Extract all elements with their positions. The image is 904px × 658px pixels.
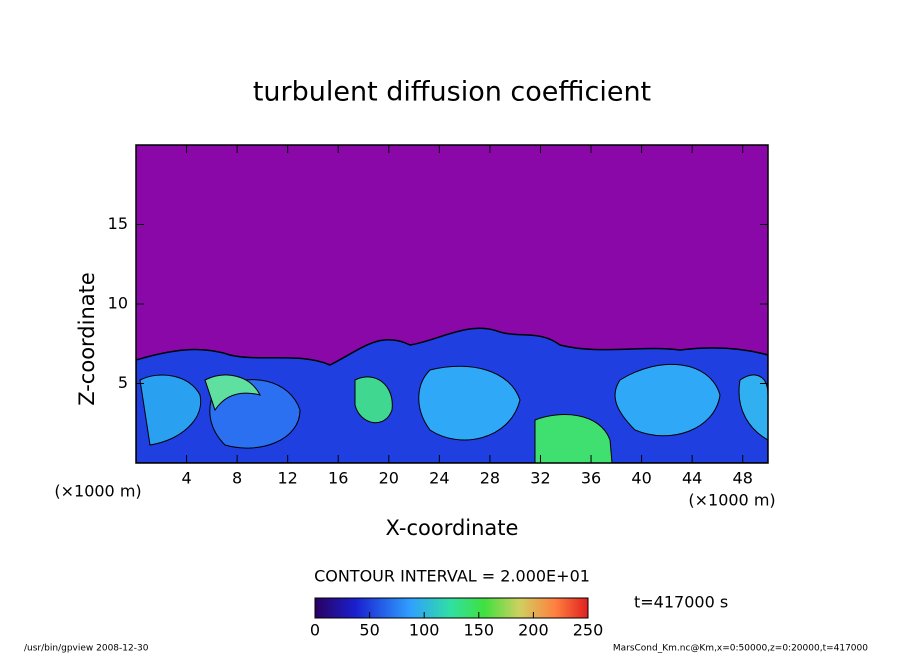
x-tick-label: 44 (682, 469, 702, 488)
y-tick-label: 15 (108, 214, 128, 233)
y-axis-label: Z-coordinate (75, 272, 99, 406)
field-cyan (614, 363, 721, 437)
colorbar-tick-label: 50 (359, 621, 379, 640)
contour-interval: CONTOUR INTERVAL = 2.000E+01 (314, 567, 590, 586)
time-label: t=417000 s (634, 593, 728, 612)
field-green (204, 374, 261, 412)
x-axis-label: X-coordinate (386, 516, 519, 540)
x-tick-label: 4 (181, 469, 191, 488)
x-tick-label: 24 (429, 469, 449, 488)
field-cyan (209, 379, 301, 449)
footer-right: MarsCond_Km.nc@Km,x=0:50000,z=0:20000,t=… (613, 644, 868, 654)
x-tick-label: 36 (581, 469, 601, 488)
x-tick-label: 48 (733, 469, 753, 488)
field-cyan (738, 374, 768, 441)
colorbar-tick-label: 150 (464, 621, 495, 640)
colorbar-tick-label: 0 (310, 621, 320, 640)
contour-field (136, 145, 768, 463)
x-tick-label: 20 (379, 469, 399, 488)
x-unit: (×1000 m) (688, 491, 775, 510)
field-cyan (418, 365, 521, 441)
field-cyan (139, 374, 202, 446)
chart-title: turbulent diffusion coefficient (253, 77, 651, 108)
field-green (534, 414, 613, 463)
colorbar-tick-label: 250 (573, 621, 604, 640)
y-tick-label: 10 (108, 294, 128, 313)
x-tick-label: 28 (480, 469, 500, 488)
y-unit: (×1000 m) (54, 482, 141, 501)
colorbar (314, 597, 589, 619)
x-tick-label: 8 (232, 469, 242, 488)
x-tick-label: 12 (278, 469, 298, 488)
x-tick-label: 40 (631, 469, 651, 488)
colorbar-tick-label: 100 (409, 621, 440, 640)
x-tick-label: 16 (328, 469, 348, 488)
footer-left: /usr/bin/gpview 2008-12-30 (24, 644, 149, 654)
colorbar-tick-label: 200 (518, 621, 549, 640)
field-green (354, 376, 393, 424)
y-tick-label: 5 (118, 373, 128, 392)
x-tick-label: 32 (530, 469, 550, 488)
